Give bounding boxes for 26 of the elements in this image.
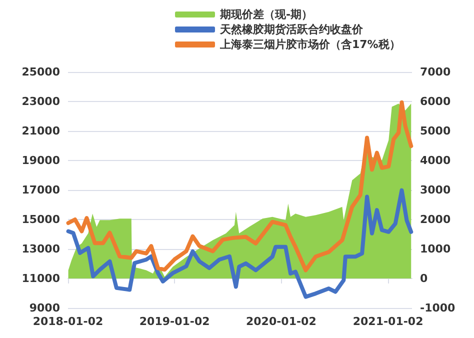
y2-tick-label: 6000 <box>420 95 451 108</box>
legend-label: 天然橡胶期货活跃合约收盘价 <box>219 23 364 36</box>
y2-tick-label: 5000 <box>420 124 451 138</box>
y2-tick-label: -1000 <box>420 302 456 314</box>
y-tick-label: 25000 <box>22 66 60 78</box>
y2-tick-label: 3000 <box>420 184 451 196</box>
y2-tick-label: 7000 <box>420 66 451 78</box>
y-tick-label: 9000 <box>29 302 60 314</box>
y-tick-label: 19000 <box>22 154 60 167</box>
y-tick-label: 15000 <box>22 213 60 226</box>
y-tick-label: 21000 <box>22 124 60 138</box>
line-series <box>66 188 414 299</box>
legend-label: 上海泰三烟片胶市场价（含17%税） <box>219 38 400 51</box>
y2-tick-label: 0 <box>420 272 428 285</box>
legend-label: 期现价差（现-期） <box>219 8 313 21</box>
x-tick-label: 2018-01-02 <box>32 315 104 328</box>
x-tick-label: 2019-01-02 <box>139 315 210 328</box>
y-tick-label: 13000 <box>22 242 60 256</box>
y-tick-label: 11000 <box>22 272 60 285</box>
y2-tick-label: 4000 <box>420 154 451 167</box>
y-tick-label: 17000 <box>22 184 60 196</box>
y2-tick-label: 2000 <box>420 213 451 226</box>
x-tick-label: 2020-01-02 <box>246 315 316 328</box>
y-tick-label: 23000 <box>22 95 60 108</box>
y2-tick-label: 1000 <box>420 242 451 256</box>
x-tick-label: 2021-01-02 <box>352 315 424 328</box>
